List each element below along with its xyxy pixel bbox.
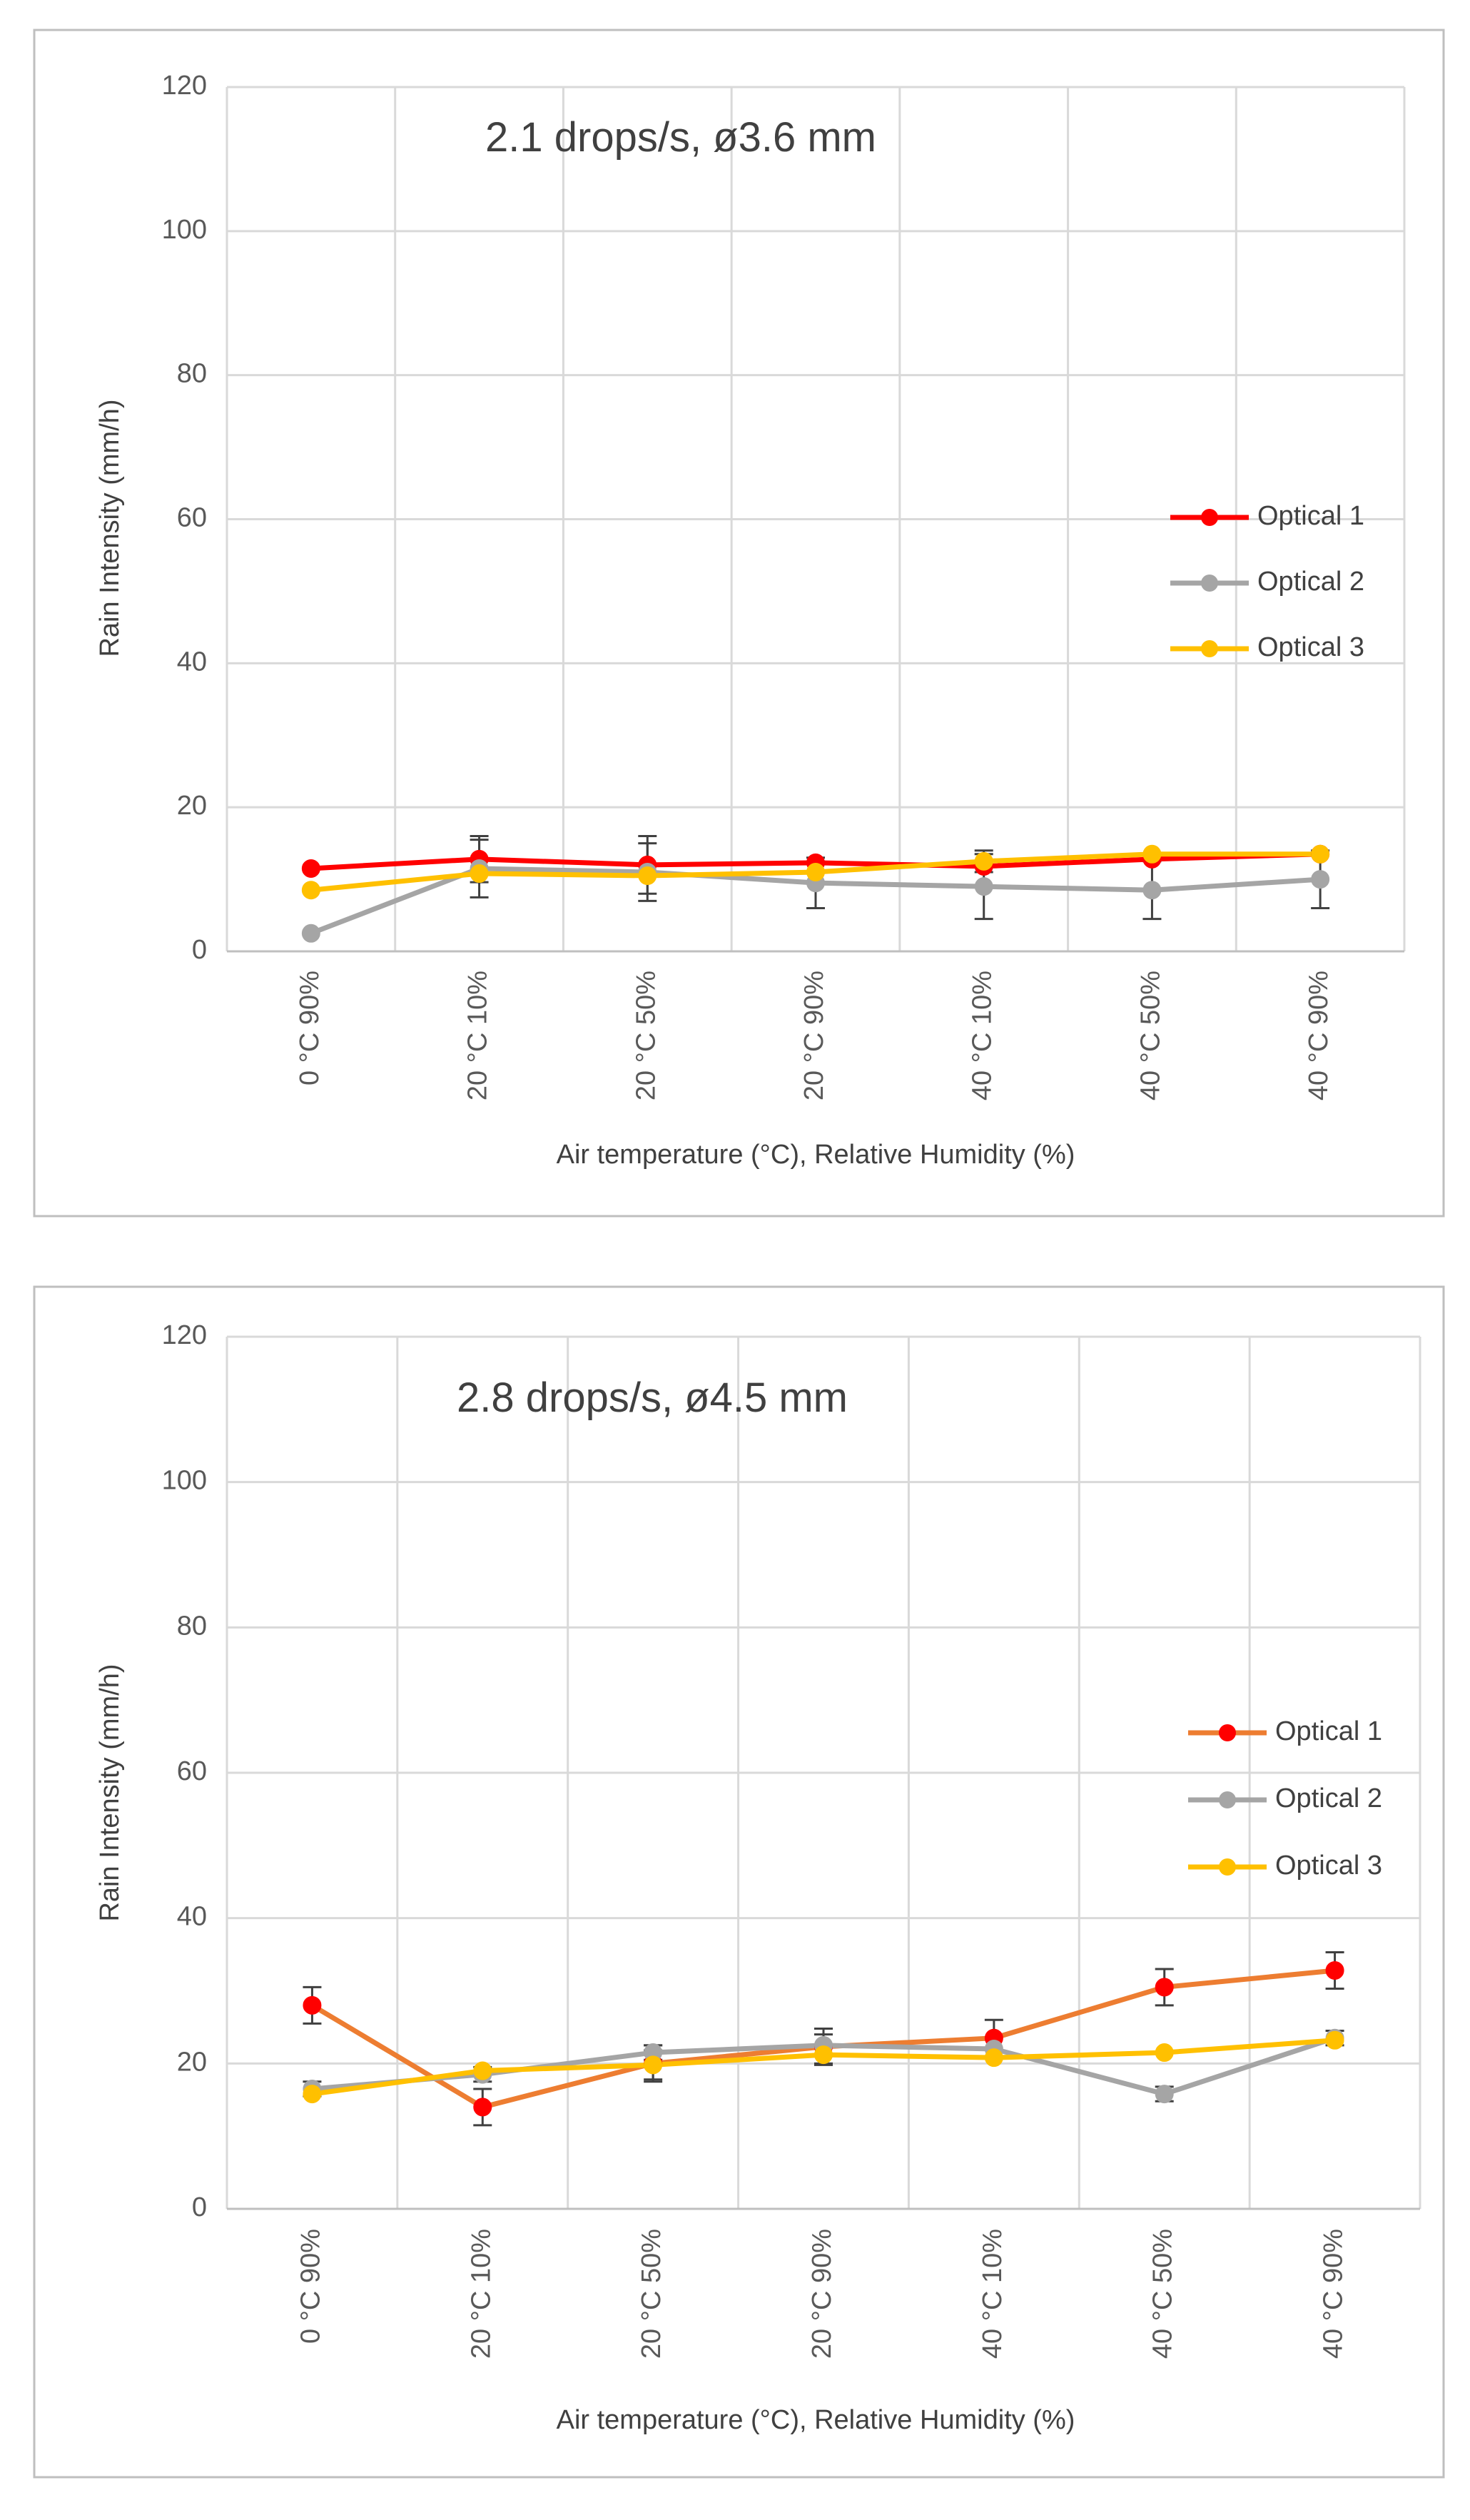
- chart-2-x-tick-label: 0 °C 90%: [295, 2229, 325, 2344]
- chart-2-legend-marker: [1219, 1724, 1236, 1741]
- chart-2-point-optical-2: [1155, 2085, 1174, 2104]
- chart-2-title: 2.8 drops/s, ø4.5 mm: [457, 1375, 848, 1421]
- chart-2-point-optical-1: [1325, 1960, 1344, 1980]
- chart-1-y-tick-label: 60: [177, 503, 207, 533]
- chart-2-x-tick-label: 20 °C 10%: [466, 2229, 496, 2359]
- chart-1-point-optical-3: [974, 851, 993, 871]
- chart-1-y-tick-label: 20: [177, 791, 207, 821]
- chart-panel-2: 0 20 40 60 80 100 120 0 °C 90% 20 °C 10% 20 °C 5…: [0, 1260, 1470, 2519]
- chart-1-y-axis-label: Rain Intensity (mm/h): [95, 399, 125, 657]
- chart-1-point-optical-3: [470, 864, 489, 884]
- chart-1-point-optical-2: [1142, 881, 1162, 900]
- chart-2-legend-item-optical-2: Optical 2: [1188, 1783, 1382, 1813]
- chart-2-y-tick-label: 60: [177, 1756, 207, 1786]
- chart-1-x-tick-label: 40 °C 10%: [968, 971, 998, 1100]
- chart-1-point-optical-1: [301, 859, 320, 878]
- chart-2-x-tick-label: 20 °C 90%: [807, 2229, 837, 2359]
- chart-2-point-optical-3: [814, 2045, 833, 2065]
- chart-1-point-optical-2: [1311, 870, 1330, 889]
- chart-1-legend-marker: [1201, 575, 1218, 592]
- chart-2-legend-marker: [1219, 1791, 1236, 1808]
- chart-2-point-optical-1: [473, 2098, 492, 2117]
- chart-2-point-optical-3: [303, 2085, 322, 2104]
- chart-2-y-tick-label: 40: [177, 1902, 207, 1932]
- chart-1-x-axis-label: Air temperature (°C), Relative Humidity …: [557, 1140, 1075, 1170]
- chart-1-point-optical-2: [974, 877, 993, 896]
- chart-1-legend-marker: [1201, 640, 1218, 657]
- chart-1-point-optical-3: [301, 881, 320, 900]
- chart-2-point-optical-3: [473, 2061, 492, 2080]
- chart-2-legend-marker: [1219, 1858, 1236, 1876]
- chart-2-y-tick-label: 120: [162, 1320, 207, 1350]
- chart-2-x-tick-label: 20 °C 50%: [637, 2229, 666, 2359]
- chart-2-point-optical-3: [1155, 2043, 1174, 2063]
- chart-1-y-tick-label: 0: [192, 935, 207, 965]
- chart-1-point-optical-2: [301, 924, 320, 943]
- chart-2-point-optical-1: [303, 1995, 322, 2015]
- chart-1-point-optical-3: [806, 862, 825, 881]
- chart-1-point-optical-3: [1142, 844, 1162, 864]
- chart-1-legend-item-optical-2: Optical 2: [1170, 567, 1364, 597]
- chart-1-y-tick-label: 80: [177, 359, 207, 389]
- chart-1-legend-marker: [1201, 509, 1218, 526]
- chart-1-legend: Optical 1 Optical 2 Optical 3: [1170, 501, 1364, 662]
- chart-1-point-optical-3: [1311, 844, 1330, 864]
- chart-1-legend-item-optical-3: Optical 3: [1170, 632, 1364, 662]
- chart-1-x-ticks: 0 °C 90% 20 °C 10% 20 °C 50% 20 °C 90% 40 °C…: [295, 971, 1334, 1100]
- chart-panel-1: 0 20 40 60 80 100 120 0 °C 90% 20 °C 10% 20 °C 5…: [33, 29, 1445, 1218]
- chart-2-point-optical-3: [984, 2048, 1003, 2068]
- chart-1-y-tick-label: 120: [162, 71, 207, 101]
- chart-2-legend-label: Optical 3: [1275, 1851, 1382, 1881]
- chart-1-x-tick-label: 20 °C 90%: [799, 971, 829, 1100]
- chart-2-point-optical-3: [1325, 2030, 1344, 2050]
- chart-1-y-tick-label: 40: [177, 647, 207, 677]
- chart-1-legend-item-optical-1: Optical 1: [1170, 501, 1364, 531]
- chart-1-x-tick-label: 0 °C 90%: [295, 971, 325, 1086]
- chart-2-legend-label: Optical 2: [1275, 1783, 1382, 1813]
- chart-2-x-tick-label: 40 °C 90%: [1319, 2229, 1349, 2359]
- chart-2-y-axis-label: Rain Intensity (mm/h): [95, 1664, 125, 1921]
- chart-1-frame: [33, 29, 1445, 1218]
- chart-2-legend-label: Optical 1: [1275, 1716, 1382, 1746]
- chart-1-legend-label: Optical 1: [1257, 501, 1364, 531]
- chart-2-y-tick-label: 0: [192, 2192, 207, 2222]
- chart-2-series: [303, 1960, 1344, 2117]
- chart-1-legend-label: Optical 3: [1257, 632, 1364, 662]
- chart-2-y-ticks: 0 20 40 60 80 100 120: [162, 1320, 207, 2222]
- chart-1-title: 2.1 drops/s, ø3.6 mm: [485, 114, 876, 161]
- chart-2-x-axis-label: Air temperature (°C), Relative Humidity …: [557, 2405, 1075, 2435]
- chart-1-series: [301, 844, 1330, 943]
- chart-1-y-tick-label: 100: [162, 215, 207, 245]
- chart-2-point-optical-1: [1155, 1978, 1174, 1997]
- chart-1-x-tick-label: 40 °C 50%: [1135, 971, 1165, 1100]
- chart-2-x-ticks: 0 °C 90% 20 °C 10% 20 °C 50% 20 °C 90% 40 °C…: [295, 2229, 1348, 2359]
- chart-1-x-tick-label: 20 °C 50%: [631, 971, 661, 1100]
- chart-2-gridlines: [225, 1335, 1421, 2209]
- chart-1-x-tick-label: 20 °C 10%: [463, 971, 493, 1100]
- chart-2-y-tick-label: 100: [162, 1466, 207, 1496]
- chart-2-y-tick-label: 20: [177, 2047, 207, 2077]
- chart-2-y-tick-label: 80: [177, 1611, 207, 1641]
- chart-1-point-optical-3: [638, 866, 657, 886]
- chart-2-x-tick-label: 40 °C 10%: [978, 2229, 1008, 2359]
- chart-2-svg: 0 20 40 60 80 100 120 0 °C 90% 20 °C 10% 20 °C 5…: [33, 1285, 1445, 2479]
- chart-2-legend-item-optical-1: Optical 1: [1188, 1716, 1382, 1746]
- chart-2-legend: Optical 1 Optical 2 Optical 3: [1188, 1716, 1382, 1881]
- chart-2-x-tick-label: 40 °C 50%: [1148, 2229, 1178, 2359]
- chart-2-legend-item-optical-3: Optical 3: [1188, 1851, 1382, 1881]
- chart-1-y-ticks: 0 20 40 60 80 100 120: [162, 71, 207, 965]
- chart-1-legend-label: Optical 2: [1257, 567, 1364, 597]
- chart-1-x-tick-label: 40 °C 90%: [1304, 971, 1334, 1100]
- chart-2-point-optical-3: [644, 2055, 663, 2075]
- chart-1-svg: 0 20 40 60 80 100 120 0 °C 90% 20 °C 10% 20 °C 5…: [33, 29, 1445, 1218]
